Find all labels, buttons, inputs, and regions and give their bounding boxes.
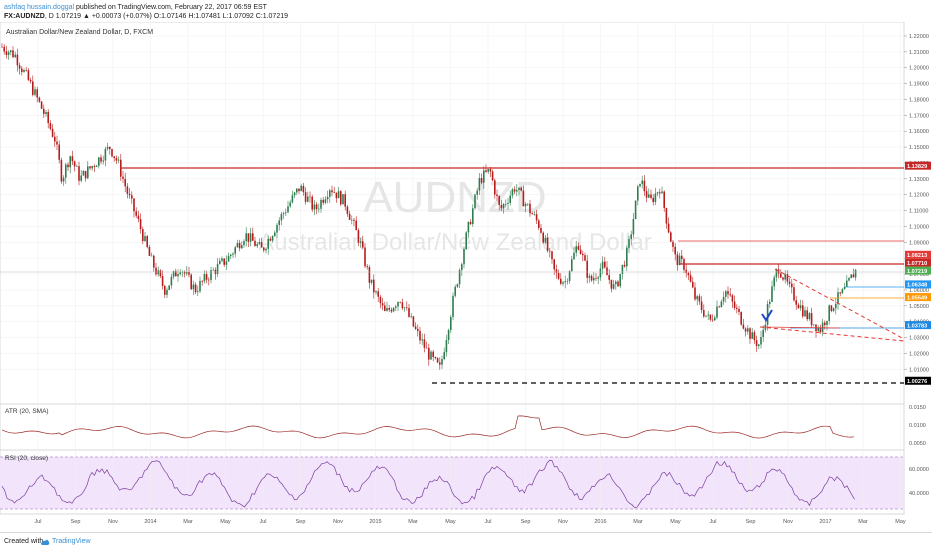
price-tick: 1.09000 [909, 240, 929, 246]
rsi-label: RSI (20, close) [5, 455, 48, 462]
time-tick: Sep [521, 519, 531, 525]
watermark-name: Australian Dollar/New Zealand Dollar [258, 229, 652, 256]
check-marker-icon [761, 309, 773, 322]
price-tick: 1.01000 [909, 367, 929, 373]
publish-line: ashfaq hussain.doggal published on Tradi… [4, 3, 267, 12]
time-tick: 2017 [819, 519, 831, 525]
watermark-symbol: AUDNZD [363, 173, 546, 222]
price-tick: 1.10000 [909, 224, 929, 230]
price-label-text: 1.07219 [907, 269, 927, 275]
time-tick: Jul [259, 519, 266, 525]
price-tick: 1.13000 [909, 177, 929, 183]
price-tick: 1.07000 [909, 272, 929, 278]
price-tick: 1.20000 [909, 66, 929, 72]
lower-trendline[interactable] [759, 326, 905, 342]
price-label-badge: 1.07219 [905, 266, 931, 275]
created-with-text: Created with [4, 538, 44, 545]
time-tick: Jul [484, 519, 491, 525]
price-tick: 1.15000 [909, 145, 929, 151]
price-tick: 1.02000 [909, 351, 929, 357]
symbol-label: FX:AUDNZD [4, 13, 45, 20]
price-tick: 1.16000 [909, 129, 929, 135]
price-tick: 1.22000 [909, 34, 929, 40]
chart-svg[interactable]: AUDNZD Australian Dollar/New Zealand Dol… [0, 22, 932, 527]
price-level-labels: 1.13829 1.08213 1.07710 1.07219 1.06348 1.055… [905, 161, 931, 385]
time-tick: Jul [34, 519, 41, 525]
chart-title: Australian Dollar/New Zealand Dollar, D,… [6, 29, 153, 36]
published-text: published on TradingView.com, February 2… [74, 4, 267, 11]
time-axis[interactable]: Jul Sep Nov 2014 Mar May Jul Sep Nov 2015 Mar May Ju… [34, 519, 905, 525]
time-tick: Mar [633, 519, 643, 525]
time-tick: May [445, 519, 456, 525]
price-tick: 1.06000 [909, 288, 929, 294]
price-label-badge: 1.08213 [905, 250, 931, 259]
atr-tick: 0.0050 [909, 441, 926, 447]
price-tick: 1.21000 [909, 50, 929, 56]
tradingview-link[interactable]: TradingView [52, 538, 91, 545]
quote-values: , D 1.07219 ▲ +0.00073 (+0.07%) O:1.0714… [44, 13, 288, 20]
time-tick: Nov [333, 519, 343, 525]
atr-label: ATR (20, SMA) [5, 408, 49, 415]
triangle-base[interactable] [759, 326, 841, 329]
time-tick: Sep [746, 519, 756, 525]
time-tick: Nov [783, 519, 793, 525]
price-label-text: 1.06348 [907, 283, 927, 289]
price-tick: 1.17000 [909, 113, 929, 119]
time-tick: Mar [858, 519, 868, 525]
rsi-tick: 40.0000 [909, 491, 929, 497]
time-tick: Sep [71, 519, 81, 525]
rsi-line [1, 460, 855, 508]
price-label-text: 1.05549 [907, 295, 927, 301]
price-label-text: 1.07710 [907, 261, 927, 267]
atr-line [1, 415, 855, 439]
author-link[interactable]: ashfaq hussain.doggal [4, 4, 75, 11]
time-tick: Mar [183, 519, 193, 525]
price-label-text: 1.13829 [907, 164, 927, 170]
price-tick: 1.18000 [909, 97, 929, 103]
price-label-badge: 1.00276 [905, 376, 931, 385]
indicator-axes: 0.0150 0.0100 0.0050 60.0000 40.0000 [909, 405, 929, 497]
price-tick: 1.03000 [909, 336, 929, 342]
price-label-text: 1.03783 [907, 323, 927, 329]
quote-line: FX:AUDNZD, D 1.07219 ▲ +0.00073 (+0.07%)… [4, 12, 288, 21]
price-label-badge: 1.05549 [905, 293, 931, 301]
time-tick: May [895, 519, 906, 525]
tradingview-logo-icon [41, 539, 50, 545]
candles [1, 43, 857, 370]
time-tick: May [220, 519, 231, 525]
price-tick: 1.19000 [909, 82, 929, 88]
price-label-badge: 1.06348 [905, 280, 931, 289]
price-label-badge: 1.07710 [905, 258, 931, 267]
atr-pane[interactable] [0, 403, 905, 451]
time-tick: May [670, 519, 681, 525]
upper-trendline[interactable] [774, 268, 905, 340]
time-tick: 2016 [594, 519, 606, 525]
time-tick: 2014 [144, 519, 156, 525]
rsi-tick: 60.0000 [909, 467, 929, 473]
price-tick: 1.11000 [909, 209, 928, 215]
atr-tick: 0.0100 [909, 423, 926, 429]
atr-tick: 0.0150 [909, 405, 926, 411]
grid-lines [0, 22, 904, 514]
price-tick: 1.12000 [909, 193, 929, 199]
chart-area[interactable]: AUDNZD Australian Dollar/New Zealand Dol… [0, 22, 932, 527]
time-tick: Sep [296, 519, 306, 525]
footer: Created with TradingView [0, 532, 932, 551]
price-label-text: 1.00276 [907, 379, 927, 385]
price-tick: 1.05000 [909, 304, 929, 310]
price-label-badge: 1.03783 [905, 321, 931, 329]
time-tick: Jul [709, 519, 716, 525]
time-tick: Mar [408, 519, 418, 525]
time-tick: Nov [108, 519, 118, 525]
time-tick: 2015 [369, 519, 381, 525]
price-label-badge: 1.13829 [905, 161, 931, 170]
price-label-text: 1.08213 [907, 253, 927, 259]
time-tick: Nov [558, 519, 568, 525]
